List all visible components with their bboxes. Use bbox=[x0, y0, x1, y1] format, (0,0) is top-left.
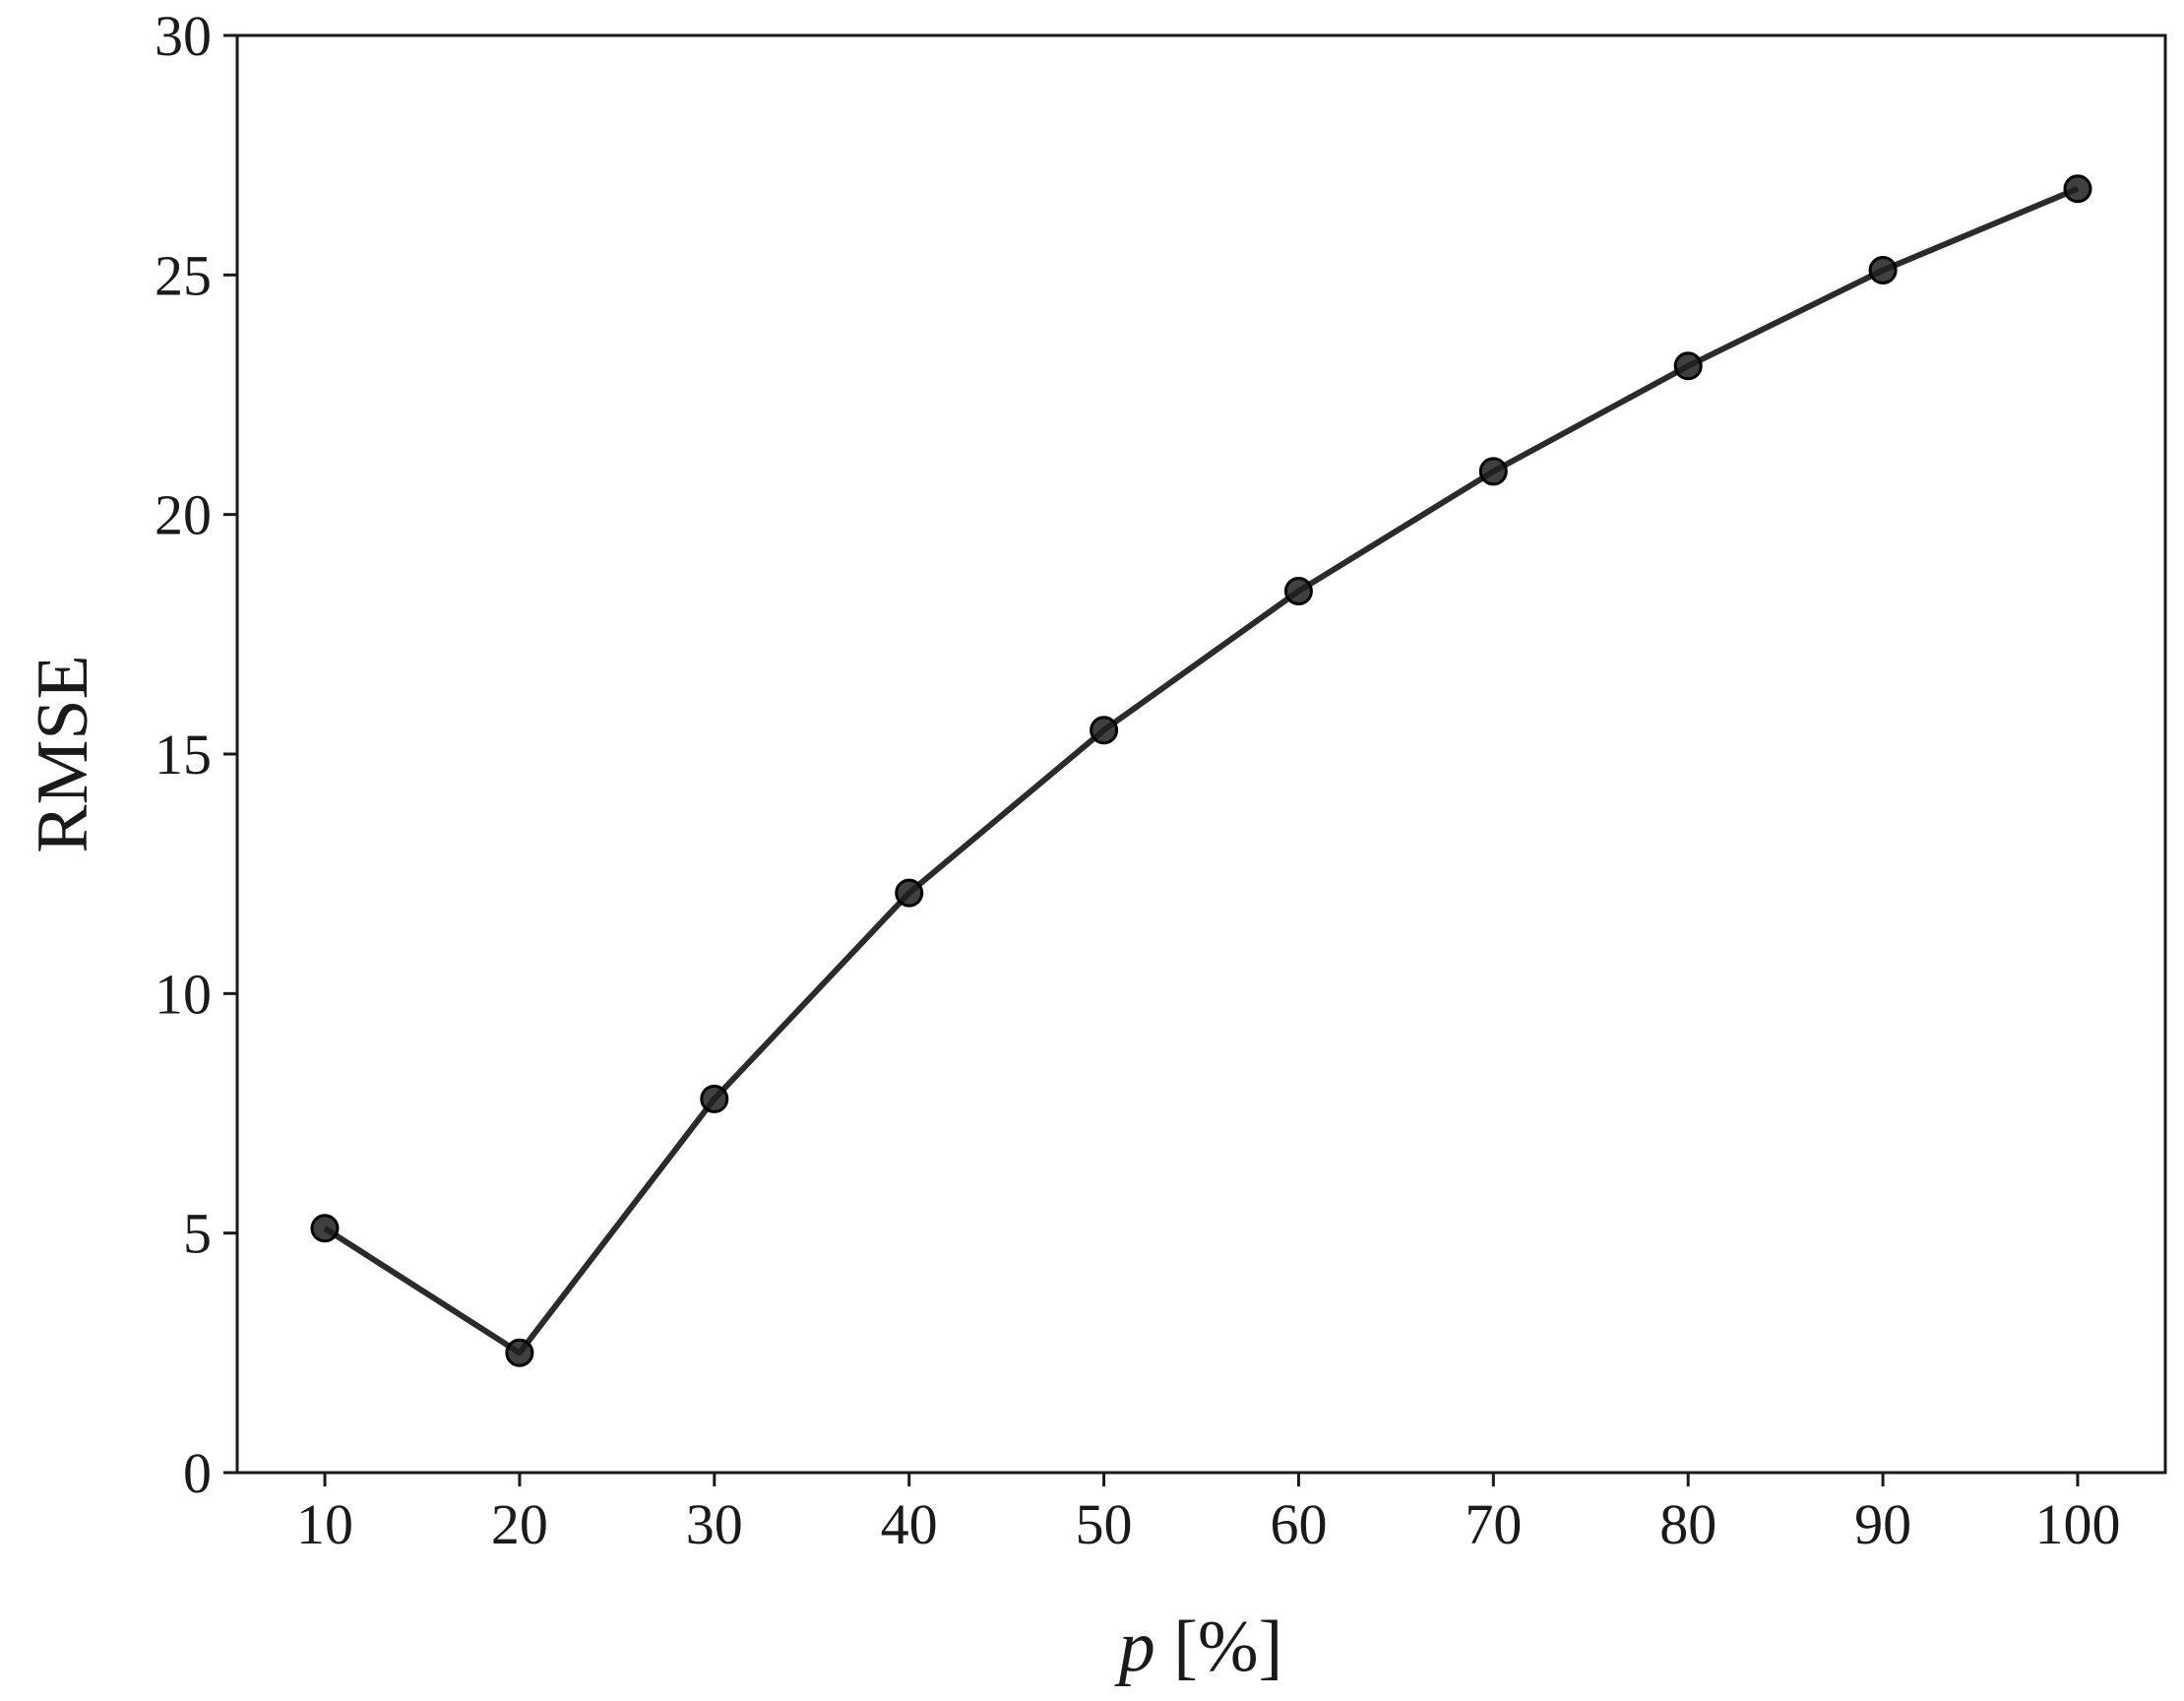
data-point bbox=[2063, 174, 2092, 204]
x-tick-label: 100 bbox=[2034, 1492, 2120, 1556]
y-tick-label: 25 bbox=[155, 243, 212, 307]
y-tick-label: 0 bbox=[183, 1441, 212, 1505]
x-tick-label: 70 bbox=[1465, 1492, 1522, 1556]
ticks-layer: 10 20 30 40 50 60 70 80 90 100 0 5 10 15 20 25 30 bbox=[155, 4, 2120, 1556]
series-line bbox=[323, 185, 2080, 1356]
data-point bbox=[700, 1084, 729, 1113]
x-axis-label-variable: p bbox=[1114, 1606, 1155, 1687]
y-axis-label: RMSE bbox=[23, 655, 103, 853]
data-point bbox=[1868, 256, 1898, 284]
data-point bbox=[1283, 577, 1313, 605]
series-layer bbox=[310, 174, 2092, 1367]
y-tick-label: 15 bbox=[155, 723, 212, 787]
x-tick-label: 80 bbox=[1659, 1492, 1716, 1556]
x-tick-label: 90 bbox=[1854, 1492, 1911, 1556]
x-tick-label: 30 bbox=[686, 1492, 743, 1556]
data-point bbox=[310, 1214, 340, 1243]
data-point bbox=[1090, 716, 1119, 745]
x-tick-label: 40 bbox=[881, 1492, 938, 1556]
y-tick-label: 30 bbox=[155, 4, 212, 68]
data-point bbox=[1478, 457, 1508, 486]
data-point bbox=[1673, 351, 1703, 381]
y-tick-label: 5 bbox=[183, 1202, 212, 1266]
y-tick-label: 10 bbox=[155, 962, 212, 1026]
x-tick-label: 50 bbox=[1076, 1492, 1133, 1556]
y-tick-label: 20 bbox=[155, 483, 212, 547]
x-axis-label: p [%] bbox=[1114, 1606, 1282, 1687]
data-point bbox=[895, 878, 924, 908]
x-tick-label: 60 bbox=[1270, 1492, 1327, 1556]
x-tick-label: 10 bbox=[296, 1492, 353, 1556]
x-axis-label-unit: [%] bbox=[1155, 1606, 1282, 1687]
x-tick-label: 20 bbox=[491, 1492, 548, 1556]
plot-area-frame bbox=[235, 33, 2167, 1475]
data-point bbox=[505, 1338, 534, 1367]
